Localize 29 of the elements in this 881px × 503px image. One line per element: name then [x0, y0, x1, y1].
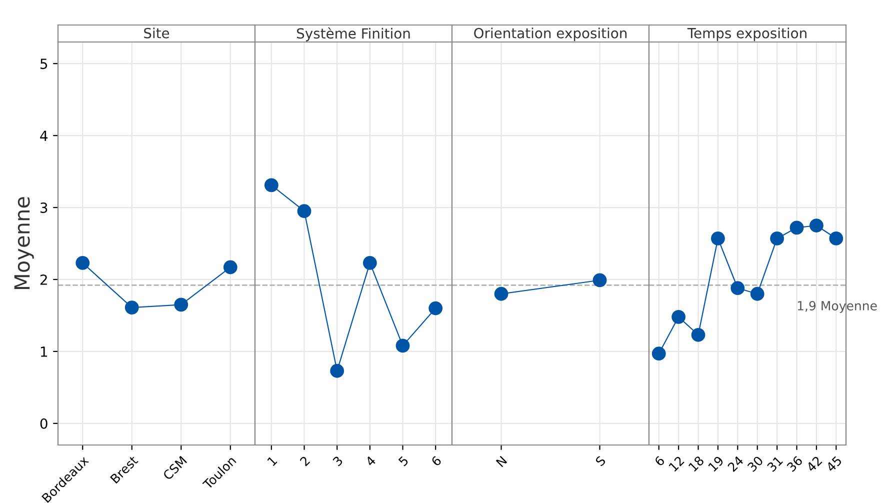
- x-tick-label: 18: [688, 455, 704, 472]
- x-tick-label: 1: [267, 456, 278, 466]
- x-tick-label: 30: [746, 455, 764, 472]
- x-tick-label: 2: [299, 456, 310, 466]
- y-tick-label: 4: [40, 130, 48, 141]
- x-tick-label: 24: [727, 455, 744, 472]
- x-tick-label: 6: [654, 455, 666, 467]
- y-tick-label: 1: [40, 346, 47, 357]
- x-tick-label: 6: [430, 455, 442, 467]
- x-tick-label: 45: [826, 456, 842, 472]
- chart-title: Temps exposition: [687, 28, 806, 42]
- x-tick-label: N: [496, 456, 508, 468]
- chart-title: Site: [144, 28, 170, 38]
- x-tick-label: 36: [786, 455, 804, 472]
- y-tick-label: 3: [40, 202, 48, 213]
- x-tick-label: 3: [332, 456, 344, 467]
- y-tick-label: 0: [40, 418, 48, 429]
- y-tick-label: 2: [40, 274, 47, 285]
- x-tick-label: 42: [806, 456, 822, 472]
- y-axis-title: Moyenne: [14, 197, 34, 290]
- x-tick-label: 4: [364, 455, 376, 467]
- chart-title: Système Finition: [296, 27, 410, 42]
- x-tick-label: 31: [766, 456, 784, 472]
- y-tick-label: 5: [40, 58, 48, 70]
- x-tick-label: 19: [708, 456, 724, 472]
- x-tick-label: 12: [668, 456, 684, 472]
- chart-title: Orientation exposition: [474, 28, 626, 42]
- x-tick-label: S: [594, 455, 606, 467]
- x-tick-label: 5: [398, 456, 409, 467]
